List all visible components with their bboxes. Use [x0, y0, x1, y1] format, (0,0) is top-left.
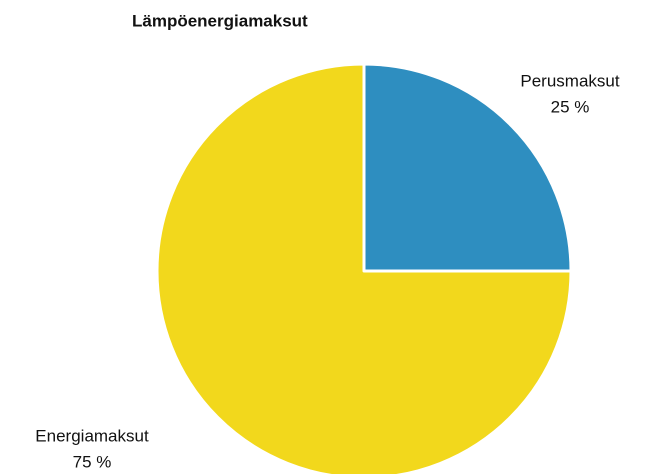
pie-slice [155, 62, 573, 474]
slice-label: Energiamaksut [35, 426, 149, 445]
slice-value-label: 75 % [73, 452, 112, 471]
slice-value-label: 25 % [551, 97, 590, 116]
chart-title: Lämpöenergiamaksut [132, 11, 308, 30]
slice-label: Perusmaksut [520, 71, 619, 90]
pie-slice [362, 62, 573, 273]
